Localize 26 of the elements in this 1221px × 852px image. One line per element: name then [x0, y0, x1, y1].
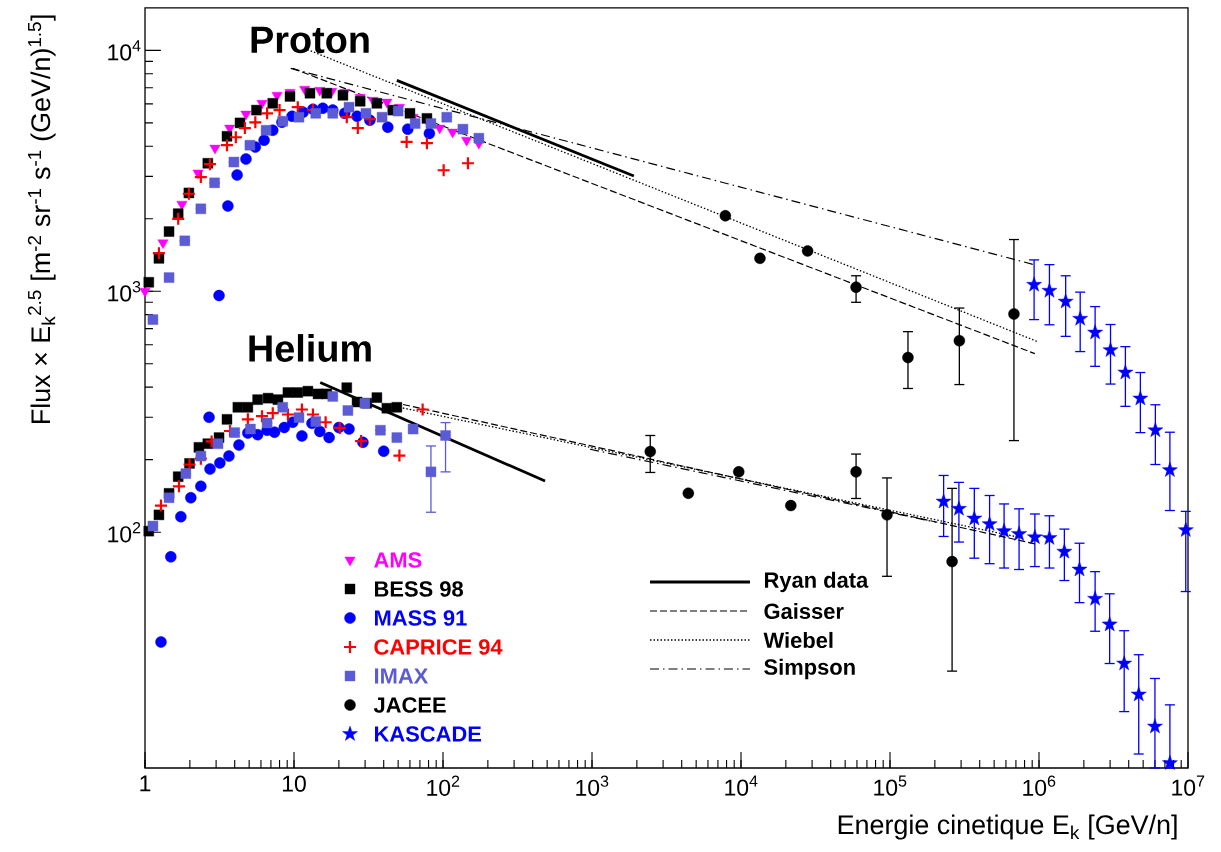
x-tick-label: 10$^{6}$	[1023, 775, 1056, 796]
y-tick-label: 10$^{2}$	[108, 521, 141, 543]
y-tick-label: 10$^{3}$	[108, 281, 141, 302]
legend-label: Wiebel	[763, 631, 833, 649]
legend-label: Ryan data	[764, 571, 869, 593]
text: Flux × E$_{k}$$^{2.5}$ [m$^{-2}$ sr$^{-1}$ s$^{-1}$ (GeV/n)$^{1.5}$]	[27, 15, 56, 423]
legend-label: BESS 98	[375, 581, 463, 597]
x-tick-label: 10$^{4}$	[725, 775, 758, 796]
y-tick-label: 10$^{4}$	[108, 40, 141, 61]
x-tick-label: 1	[140, 775, 151, 792]
legend-label: AMS	[374, 552, 422, 568]
annotation: Helium	[249, 334, 371, 362]
legend-label: CAPRICE 94	[374, 639, 503, 655]
legend-label: Gaisser	[764, 602, 844, 620]
legend-label: Simpson	[764, 658, 855, 680]
legend-label: KASCADE	[375, 726, 482, 742]
annotation: Proton	[251, 26, 369, 54]
legend-label: IMAX	[375, 668, 429, 684]
x-tick-label: 10$^{5}$	[874, 775, 907, 796]
x-tick-label: 10$^{2}$	[427, 775, 460, 796]
x-axis-title: Energie cinetique E$_{k}$ [GeV/n]	[838, 814, 1177, 840]
legend-label: JACEE	[373, 697, 446, 713]
legend-label: MASS 91	[375, 610, 467, 626]
x-tick-label: 10	[283, 775, 306, 792]
x-tick-label: 10$^{3}$	[576, 775, 609, 796]
x-tick-label: 10$^{7}$	[1172, 775, 1205, 796]
